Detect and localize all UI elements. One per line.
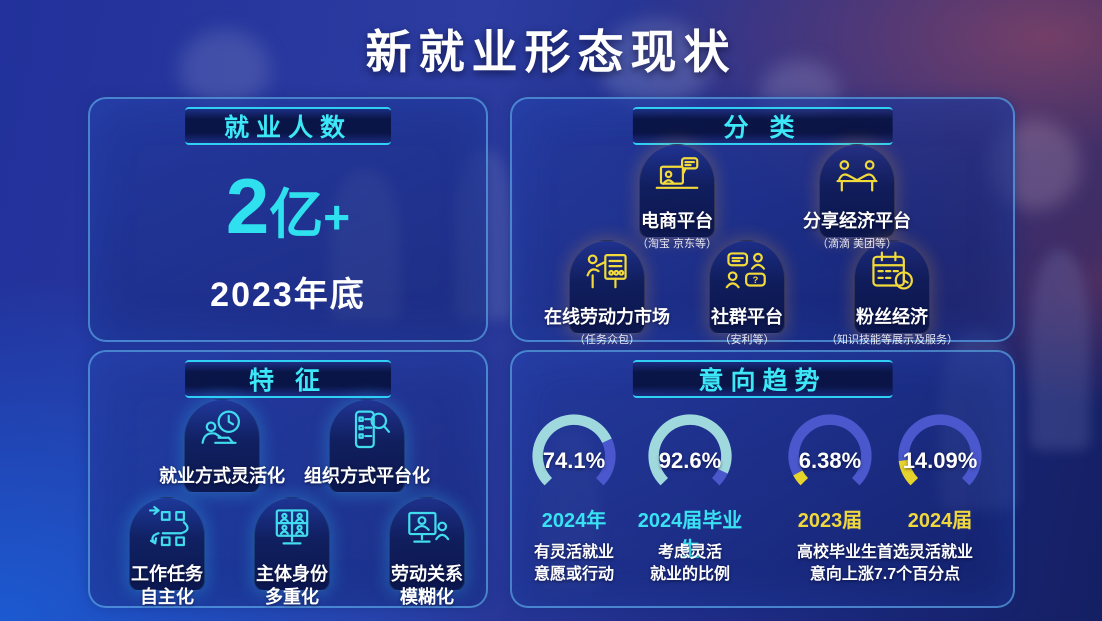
feature-label: 组织方式平台化 xyxy=(304,466,430,486)
feature-label: 就业方式灵活化 xyxy=(159,466,285,486)
spotlight-beam xyxy=(854,240,930,334)
gauge-label: 2023届 xyxy=(797,510,863,532)
employment-number: 2 xyxy=(225,162,270,250)
category-label: 在线劳动力市场 xyxy=(544,307,670,327)
feature-label: 劳动关系 模糊化 xyxy=(391,564,463,608)
community-platform-icon: ? xyxy=(725,252,766,289)
employment-count-figure: 2亿+ xyxy=(90,161,486,252)
multiple-identity-icon xyxy=(275,509,309,545)
online-labor-market-icon xyxy=(586,254,627,289)
gauge-value: 6.38% xyxy=(798,448,862,473)
gauge-2023-class: 6.38% 2023届 xyxy=(770,412,890,533)
category-note: （任务众包） xyxy=(574,334,640,347)
category-item-sharing-economy: 分享经济平台 （滴滴 美团等） xyxy=(777,144,937,251)
platform-organization-icon xyxy=(354,410,391,449)
feature-label: 工作任务 自主化 xyxy=(131,564,203,608)
flexible-employment-icon xyxy=(201,410,240,444)
employment-plus: + xyxy=(323,191,351,243)
panel-employment-count: 就业人数 2亿+ 2023年底 xyxy=(88,97,488,342)
category-note: （知识技能等展示及服务） xyxy=(826,334,958,347)
spotlight-beam xyxy=(819,144,895,238)
category-label: 电商平台 xyxy=(641,211,713,231)
category-note: （淘宝 京东等） xyxy=(636,238,718,251)
category-label: 分享经济平台 xyxy=(803,211,911,231)
trend-description: 考虑灵活 就业的比例 xyxy=(649,544,730,584)
ecommerce-platform-icon xyxy=(655,157,699,189)
category-note: （滴滴 美团等） xyxy=(816,238,898,251)
gauge-chart xyxy=(788,414,872,486)
svg-text:?: ? xyxy=(753,275,759,285)
crowd-silhouette xyxy=(1030,250,1090,450)
gauge-label: 2024届毕业生 xyxy=(637,510,743,561)
category-item-community: ? 社群平台 （安利等） xyxy=(667,240,827,347)
panel-features-header: 特 征 xyxy=(185,360,391,398)
feature-label: 主体身份 多重化 xyxy=(256,564,328,608)
panel-classification-header: 分 类 xyxy=(632,107,893,145)
panel-employment-header: 就业人数 xyxy=(185,107,391,145)
background-bokeh xyxy=(600,20,710,110)
gauge-2024-flexible-intent: 74.1% 2024年 xyxy=(514,412,634,533)
feature-item-task-autonomy: 工作任务 自主化 xyxy=(102,497,232,609)
category-note: （安利等） xyxy=(719,334,775,347)
category-item-online-labor: 在线劳动力市场 （任务众包） xyxy=(517,240,697,347)
trend-description: 有灵活就业 意愿或行动 xyxy=(533,544,614,584)
gauge-value: 92.6% xyxy=(658,448,722,473)
panel-trends-header: 意向趋势 xyxy=(632,360,893,398)
gauge-chart xyxy=(898,414,982,486)
gauge-value: 14.09% xyxy=(902,448,978,473)
gauge-value: 74.1% xyxy=(542,448,606,473)
category-label: 社群平台 xyxy=(711,307,783,327)
gauge-chart xyxy=(532,414,616,486)
gauge-chart xyxy=(648,414,732,486)
page-title: 新就业形态现状 xyxy=(365,26,737,78)
fan-economy-icon xyxy=(872,251,913,290)
trend-description: 高校毕业生首选灵活就业 意向上涨7.7个百分点 xyxy=(796,544,973,584)
employment-unit: 亿 xyxy=(269,185,324,245)
feature-item-platform-organization: 组织方式平台化 xyxy=(282,399,452,493)
employment-date: 2023年底 xyxy=(210,276,366,314)
category-item-fan-economy: 粉丝经济 （知识技能等展示及服务） xyxy=(787,240,997,347)
labor-relation-icon xyxy=(408,511,450,543)
category-item-ecommerce: 电商平台 （淘宝 京东等） xyxy=(597,144,757,251)
spotlight-beam xyxy=(639,144,715,238)
gauge-2024-graduates: 92.6% 2024届毕业生 xyxy=(630,412,750,562)
category-label: 粉丝经济 xyxy=(856,307,928,327)
panel-classification: 分 类 电商平台 （淘宝 京东等） 分享经济平台 （滴滴 美团等） 在线劳动力市… xyxy=(510,97,1015,346)
gauge-2024-class: 14.09% 2024届 xyxy=(880,412,1000,533)
feature-item-multiple-identity: 主体身份 多重化 xyxy=(227,497,357,609)
panel-intention-trends: 意向趋势 74.1% 2024年 92.6% 2024届毕业生 6.3 xyxy=(510,350,1015,608)
task-autonomy-icon xyxy=(149,505,189,547)
feature-item-flexible-employment: 就业方式灵活化 xyxy=(137,399,307,493)
sharing-economy-icon xyxy=(836,160,878,192)
gauge-label: 2024届 xyxy=(907,510,973,532)
feature-item-labor-relation: 劳动关系 模糊化 xyxy=(362,497,492,609)
background-bokeh xyxy=(180,30,270,110)
panel-features: 特 征 就业方式灵活化 组织方式平台化 工作任务 自主化 xyxy=(88,350,488,608)
gauge-label: 2024年 xyxy=(541,510,607,532)
